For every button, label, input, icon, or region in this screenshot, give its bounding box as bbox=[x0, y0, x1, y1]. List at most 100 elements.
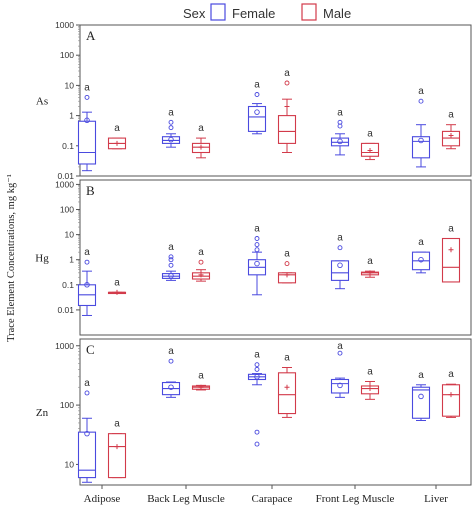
box-female: a bbox=[330, 233, 350, 290]
outlier-point bbox=[254, 247, 260, 253]
outlier-point bbox=[254, 429, 260, 435]
y-tick-label: 1 bbox=[69, 255, 74, 265]
mean-marker bbox=[198, 272, 204, 278]
box-male: a bbox=[191, 247, 211, 282]
mean-marker bbox=[84, 282, 90, 288]
box-male: a bbox=[107, 277, 127, 295]
box-male: a bbox=[277, 353, 297, 418]
panels: A As 0.01 0.1 1 10 100 1000 a a a a a a a a a a B Hg 0.01 0.1… bbox=[35, 20, 472, 486]
box-iqr bbox=[411, 386, 431, 419]
significance-letter: a bbox=[337, 107, 343, 118]
significance-letter: a bbox=[367, 256, 373, 267]
outlier-point bbox=[337, 350, 343, 356]
box-iqr bbox=[441, 384, 461, 417]
element-label: Hg bbox=[35, 253, 49, 265]
mean-marker bbox=[254, 260, 260, 267]
outlier-point bbox=[284, 261, 290, 267]
significance-letter: a bbox=[198, 247, 204, 258]
x-tick-label: Liver bbox=[424, 493, 448, 505]
significance-letter: a bbox=[337, 341, 343, 352]
significance-letter: a bbox=[254, 79, 260, 90]
significance-letter: a bbox=[284, 353, 290, 364]
mean-marker bbox=[418, 256, 424, 263]
y-tick-label: 0.1 bbox=[62, 141, 74, 151]
significance-letter: a bbox=[198, 123, 204, 134]
box-male: a bbox=[360, 256, 380, 278]
mean-marker bbox=[114, 289, 120, 295]
outlier-point bbox=[84, 259, 90, 265]
outlier-point bbox=[168, 119, 174, 125]
outlier-point bbox=[254, 236, 260, 241]
x-tick-label: Adipose bbox=[84, 493, 121, 505]
significance-letter: a bbox=[84, 378, 90, 389]
box-iqr bbox=[247, 105, 267, 132]
panel-as: A As 0.01 0.1 1 10 100 1000 a a a a a a a a a a bbox=[36, 20, 472, 181]
box-male: a bbox=[191, 370, 211, 391]
y-tick-label: 1000 bbox=[55, 179, 74, 189]
box-female: a bbox=[161, 107, 181, 148]
significance-letter: a bbox=[114, 123, 120, 134]
y-tick-label: 10 bbox=[65, 80, 75, 90]
mean-marker bbox=[198, 144, 204, 150]
y-tick-label: 100 bbox=[60, 50, 74, 60]
box-female: a bbox=[161, 346, 181, 398]
outlier-point bbox=[168, 358, 174, 364]
mean-marker bbox=[84, 117, 90, 124]
box-iqr bbox=[277, 115, 297, 144]
y-axis-label: Trace Element Concentrations, mg kg⁻¹ bbox=[6, 174, 17, 342]
mean-marker bbox=[337, 382, 343, 389]
mean-marker bbox=[114, 140, 120, 146]
outlier-point bbox=[337, 119, 343, 125]
mean-marker bbox=[84, 430, 90, 437]
box-male: a bbox=[360, 366, 380, 400]
box-female: a bbox=[411, 86, 431, 168]
mean-marker bbox=[337, 138, 343, 145]
legend-swatch-male bbox=[301, 3, 317, 21]
panel-hg: B Hg 0.01 0.1 1 10 100 1000 a a a a a a a a a a bbox=[35, 179, 472, 336]
box-female: a bbox=[247, 79, 267, 135]
significance-letter: a bbox=[114, 277, 120, 288]
significance-letter: a bbox=[367, 366, 373, 377]
significance-letter: a bbox=[337, 233, 343, 244]
significance-letter: a bbox=[198, 370, 204, 381]
y-tick-label: 0.1 bbox=[62, 280, 74, 290]
outlier-point bbox=[254, 362, 260, 368]
mean-marker bbox=[198, 384, 204, 390]
mean-marker bbox=[168, 384, 174, 390]
legend-title: Sex bbox=[183, 6, 206, 21]
legend-label-female: Female bbox=[232, 6, 275, 21]
significance-letter: a bbox=[168, 242, 174, 253]
box-female: a bbox=[161, 242, 181, 281]
outlier-point bbox=[198, 259, 204, 265]
significance-letter: a bbox=[448, 369, 454, 380]
outlier-point bbox=[168, 125, 174, 131]
box-male: a bbox=[441, 369, 461, 418]
significance-letter: a bbox=[448, 110, 454, 121]
outlier-point bbox=[337, 245, 343, 251]
mean-marker bbox=[114, 444, 120, 450]
legend-label-male: Male bbox=[323, 6, 351, 21]
x-tick-label: Back Leg Muscle bbox=[147, 493, 225, 505]
box-male: a bbox=[277, 68, 297, 153]
x-tick-label: Carapace bbox=[252, 493, 293, 505]
box-female: a bbox=[330, 341, 350, 398]
significance-letter: a bbox=[284, 68, 290, 79]
panel-zn: C Zn 10 100 1000 a a a a a a a a a a bbox=[36, 338, 472, 486]
y-tick-label: 1000 bbox=[55, 341, 74, 351]
box-female: a bbox=[247, 224, 267, 296]
panel-letter: B bbox=[86, 183, 95, 198]
outlier-point bbox=[168, 257, 174, 263]
box-male: a bbox=[107, 419, 127, 479]
y-tick-label: 0.01 bbox=[57, 171, 74, 181]
box-iqr bbox=[330, 378, 350, 394]
mean-marker bbox=[367, 386, 373, 392]
mean-marker bbox=[418, 393, 424, 400]
box-female: a bbox=[411, 370, 431, 421]
outlier-point bbox=[254, 92, 260, 97]
significance-letter: a bbox=[114, 419, 120, 430]
outlier-point bbox=[254, 366, 260, 372]
outlier-point bbox=[284, 80, 290, 86]
outlier-point bbox=[418, 98, 424, 104]
mean-marker bbox=[284, 104, 290, 110]
